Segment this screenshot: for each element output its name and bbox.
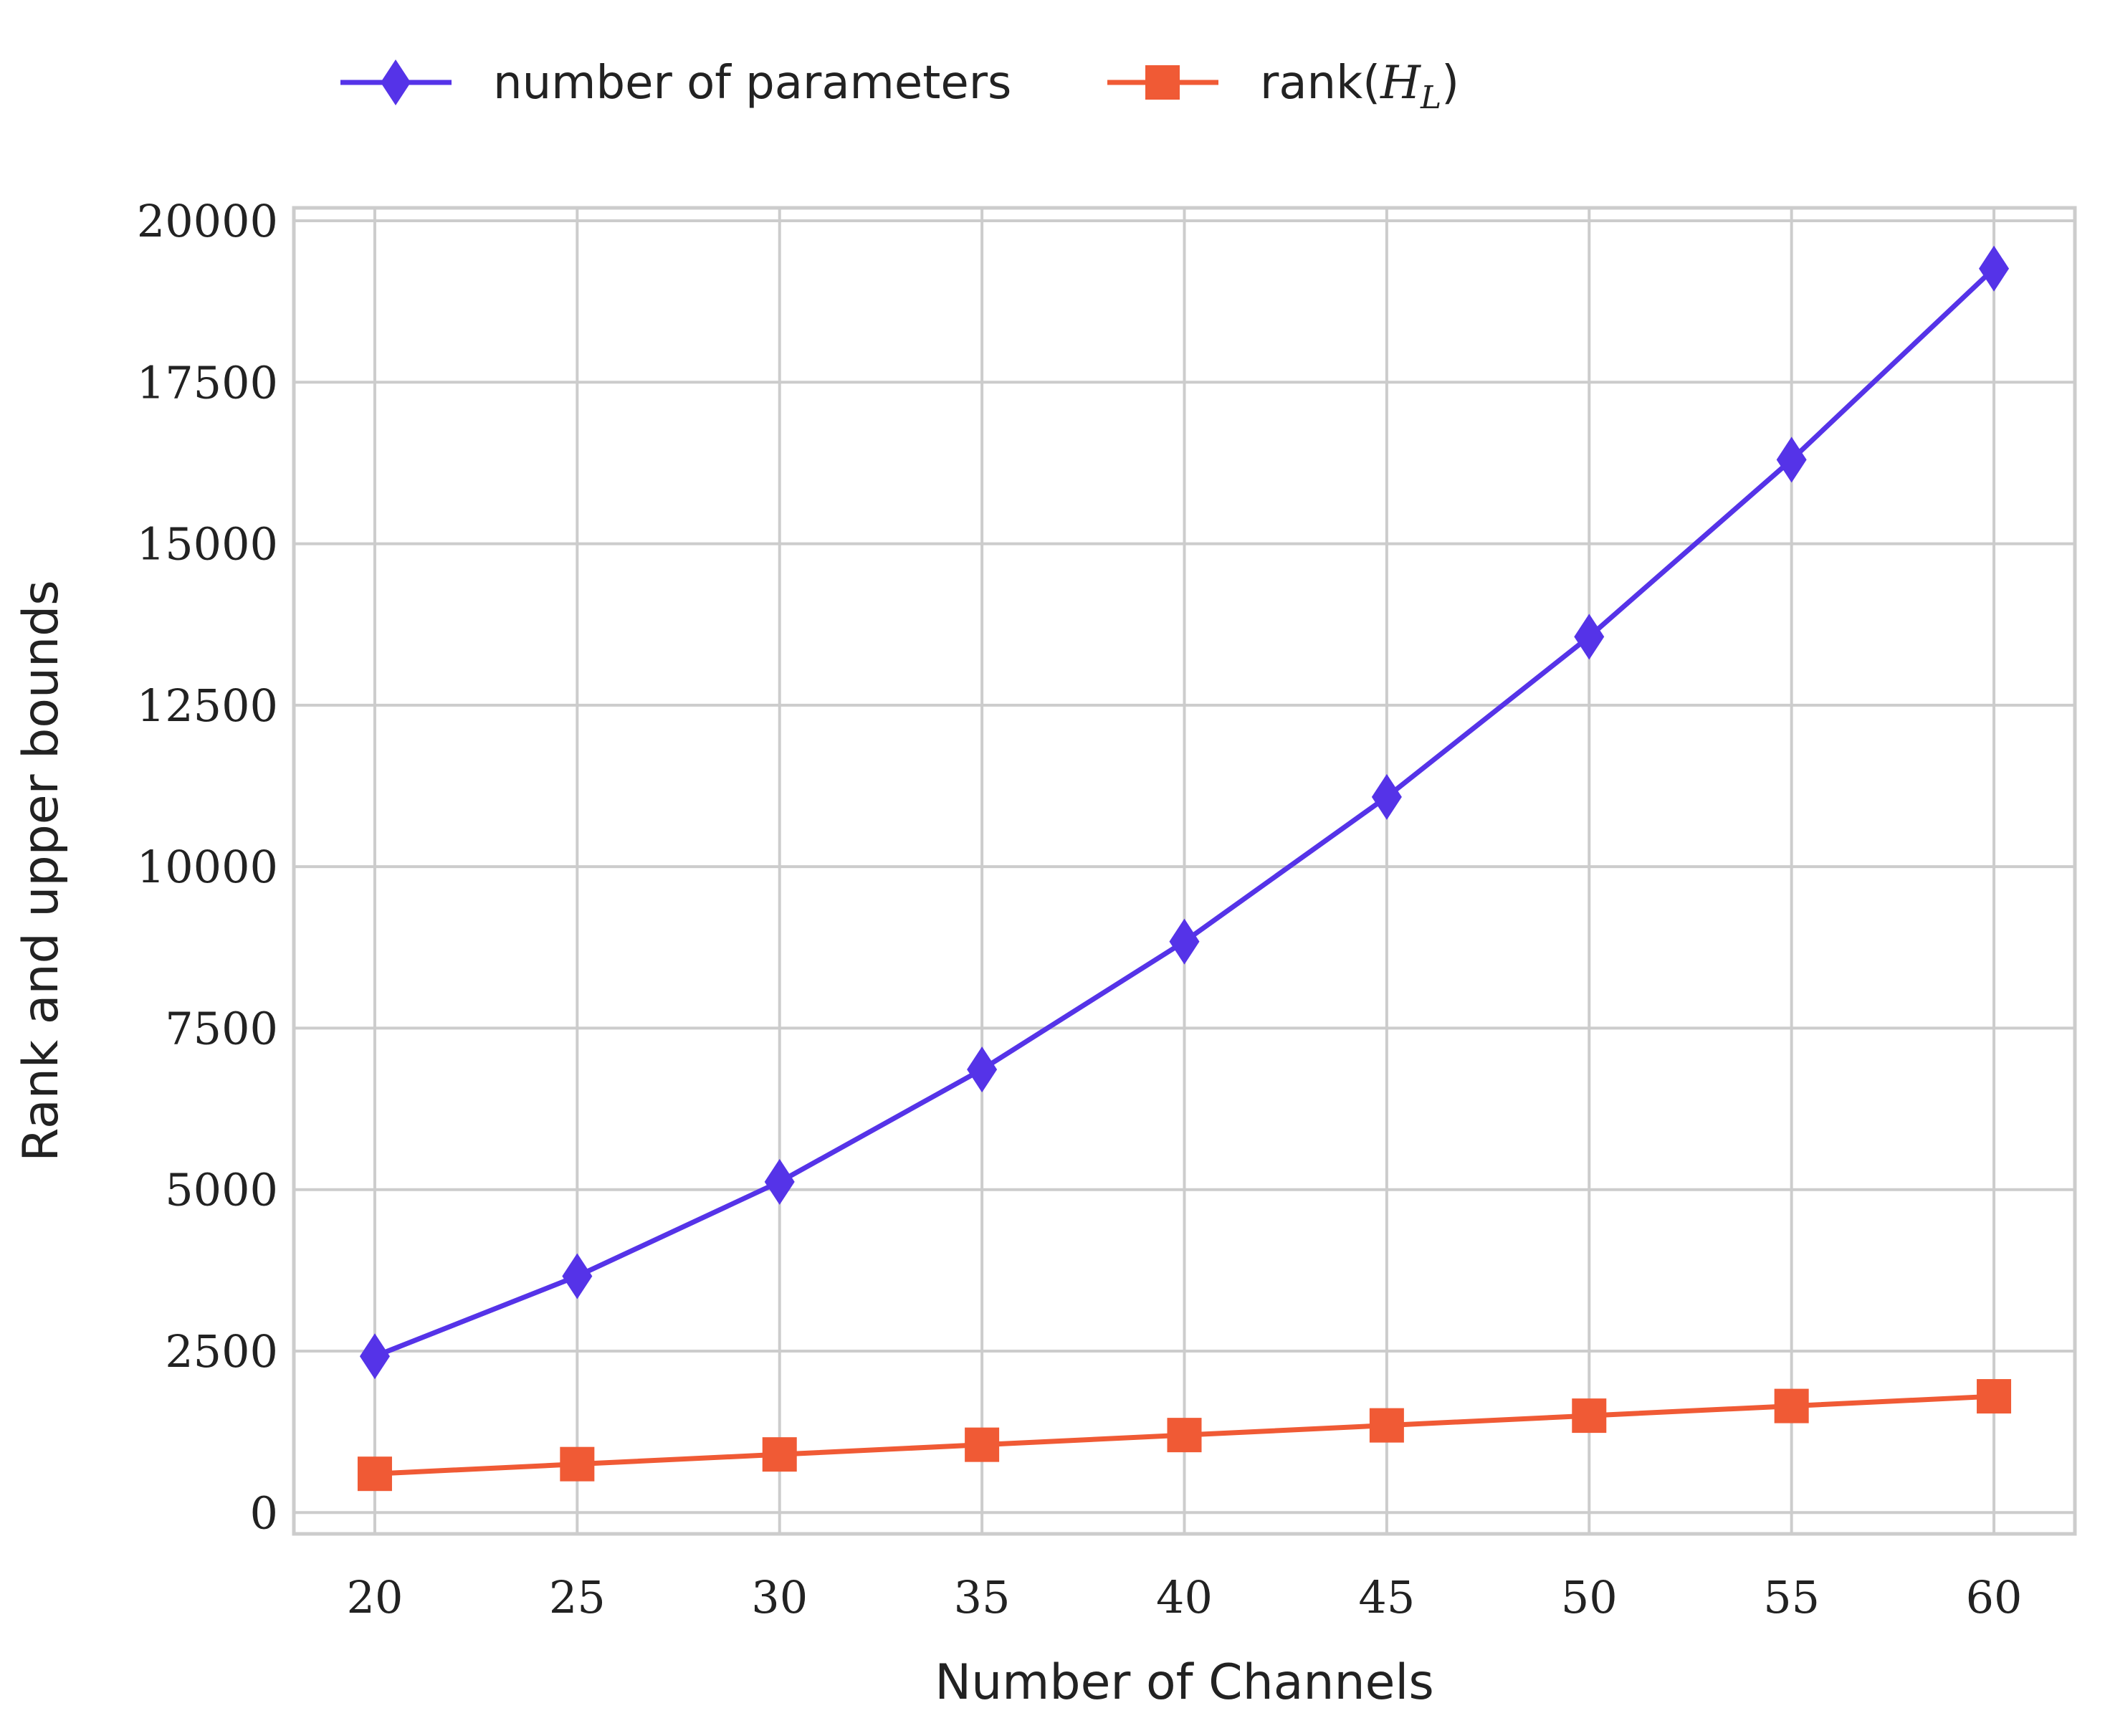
legend-label-rank: rank(HL) xyxy=(1260,57,1459,116)
data-point-rank xyxy=(1774,1388,1809,1423)
plot-frame xyxy=(292,206,2077,1536)
data-point-parameters xyxy=(1371,773,1402,820)
legend-label-rank-math: H xyxy=(1380,57,1421,110)
data-point-rank xyxy=(1167,1418,1202,1453)
data-point-rank xyxy=(762,1437,797,1472)
data-point-rank xyxy=(560,1446,595,1482)
legend-label-rank-suffix: ) xyxy=(1441,57,1459,110)
y-tick-label: 20000 xyxy=(137,195,278,247)
y-tick-label: 5000 xyxy=(165,1164,278,1216)
y-axis-label: Rank and upper bounds xyxy=(13,580,70,1161)
legend: number of parameters rank(HL) xyxy=(340,57,1459,116)
data-point-rank xyxy=(357,1456,392,1492)
y-axis-ticks: 0 2500 5000 7500 10000 12500 15000 17500 20000 xyxy=(137,195,278,1539)
x-tick-label: 25 xyxy=(549,1571,606,1623)
y-tick-label: 0 xyxy=(250,1487,278,1539)
x-tick-label: 45 xyxy=(1358,1571,1415,1623)
x-axis-ticks: 20 25 30 35 40 45 50 55 60 xyxy=(347,1571,2023,1623)
data-point-parameters xyxy=(1169,918,1200,965)
data-point-parameters xyxy=(562,1253,593,1299)
y-tick-label: 15000 xyxy=(137,518,278,571)
x-tick-label: 60 xyxy=(1966,1571,2023,1623)
data-point-rank xyxy=(965,1427,1000,1462)
x-tick-label: 35 xyxy=(954,1571,1011,1623)
legend-label-rank-prefix: rank( xyxy=(1260,57,1380,110)
series-layer xyxy=(357,245,2012,1492)
data-point-parameters xyxy=(764,1158,795,1205)
data-point-rank xyxy=(1572,1398,1607,1434)
data-point-parameters xyxy=(359,1333,390,1380)
y-tick-label: 12500 xyxy=(137,679,278,732)
data-point-parameters xyxy=(1979,245,2010,292)
y-tick-label: 2500 xyxy=(165,1325,278,1378)
legend-label-rank-subscript: L xyxy=(1420,80,1441,116)
data-point-rank xyxy=(1369,1408,1404,1443)
y-tick-label: 17500 xyxy=(137,356,278,409)
series-rank xyxy=(357,1379,2012,1492)
grid xyxy=(294,208,2075,1534)
square-marker-icon xyxy=(1145,65,1180,100)
x-tick-label: 20 xyxy=(347,1571,404,1623)
y-tick-label: 10000 xyxy=(137,841,278,893)
data-point-parameters xyxy=(967,1046,998,1093)
data-point-rank xyxy=(1977,1379,2012,1414)
data-point-parameters xyxy=(1574,614,1605,660)
x-axis-label: Number of Channels xyxy=(935,1654,1434,1711)
legend-entry-rank: rank(HL) xyxy=(1107,57,1459,116)
x-tick-label: 30 xyxy=(751,1571,808,1623)
data-point-parameters xyxy=(1776,437,1807,483)
x-tick-label: 50 xyxy=(1561,1571,1618,1623)
legend-entry-parameters: number of parameters xyxy=(340,57,1011,110)
x-tick-label: 55 xyxy=(1763,1571,1820,1623)
series-parameters xyxy=(359,245,2010,1380)
legend-label-parameters: number of parameters xyxy=(493,57,1011,110)
x-tick-label: 40 xyxy=(1156,1571,1213,1623)
y-tick-label: 7500 xyxy=(165,1002,278,1054)
diamond-marker-icon xyxy=(381,59,411,105)
